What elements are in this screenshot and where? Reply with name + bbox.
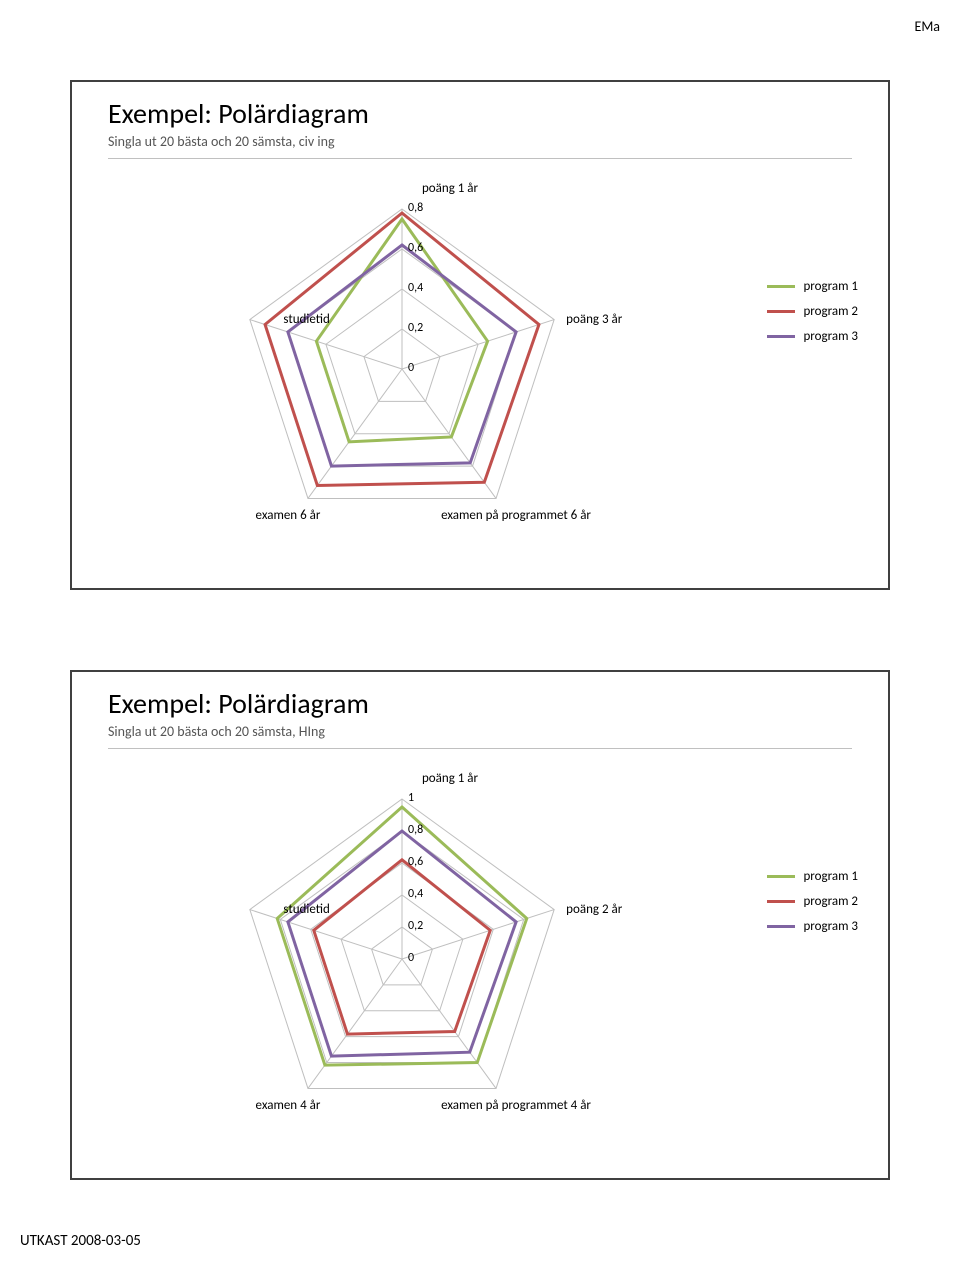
axis-label: studietid: [170, 312, 330, 327]
slide-1: Exempel: Polärdiagram Singla ut 20 bästa…: [70, 80, 890, 590]
legend-swatch: [767, 925, 795, 928]
axis-label: examen 4 år: [208, 1098, 368, 1113]
tick-label: 0,8: [408, 201, 423, 215]
tick-label: 0,8: [408, 823, 423, 837]
header-label: EMa: [914, 18, 940, 35]
legend-1: program 1 program 2 program 3: [767, 279, 858, 354]
tick-label: 0: [408, 361, 414, 375]
legend-label: program 1: [803, 869, 858, 884]
tick-label: 1: [408, 791, 414, 805]
footer-label: UTKAST 2008-03-05: [20, 1232, 141, 1250]
slide-2: Exempel: Polärdiagram Singla ut 20 bästa…: [70, 670, 890, 1180]
legend-item: program 3: [767, 919, 858, 934]
tick-label: 0,4: [408, 281, 423, 295]
axis-label: poäng 1 år: [370, 771, 530, 786]
axis-label: studietid: [170, 902, 330, 917]
chart2-area: 0 0,2 0,4 0,6 0,8 1 poäng 1 år poäng 2 år examen…: [72, 749, 888, 1169]
tick-label: 0,4: [408, 887, 423, 901]
legend-label: program 2: [803, 304, 858, 319]
tick-label: 0: [408, 951, 414, 965]
legend-item: program 2: [767, 894, 858, 909]
legend-swatch: [767, 310, 795, 313]
slide2-title: Exempel: Polärdiagram: [72, 672, 888, 721]
tick-label: 0,6: [408, 241, 423, 255]
legend-item: program 1: [767, 279, 858, 294]
legend-item: program 1: [767, 869, 858, 884]
axis-label: examen 6 år: [208, 508, 368, 523]
axis-label: poäng 3 år: [566, 312, 726, 327]
tick-label: 0,6: [408, 855, 423, 869]
axis-label: poäng 2 år: [566, 902, 726, 917]
legend-label: program 2: [803, 894, 858, 909]
chart1-area: 0 0,2 0,4 0,6 0,8 poäng 1 år poäng 3 år examen …: [72, 159, 888, 579]
legend-label: program 1: [803, 279, 858, 294]
legend-swatch: [767, 900, 795, 903]
slide1-title: Exempel: Polärdiagram: [72, 82, 888, 131]
axis-label: examen på programmet 4 år: [436, 1098, 596, 1113]
legend-swatch: [767, 335, 795, 338]
legend-label: program 3: [803, 329, 858, 344]
axis-label: examen på programmet 6 år: [436, 508, 596, 523]
tick-label: 0,2: [408, 321, 423, 335]
tick-label: 0,2: [408, 919, 423, 933]
slide1-subtitle: Singla ut 20 bästa och 20 sämsta, civ in…: [72, 131, 888, 150]
legend-swatch: [767, 875, 795, 878]
legend-2: program 1 program 2 program 3: [767, 869, 858, 944]
legend-item: program 2: [767, 304, 858, 319]
legend-label: program 3: [803, 919, 858, 934]
legend-swatch: [767, 285, 795, 288]
axis-label: poäng 1 år: [370, 181, 530, 196]
legend-item: program 3: [767, 329, 858, 344]
slide2-subtitle: Singla ut 20 bästa och 20 sämsta, HIng: [72, 721, 888, 740]
